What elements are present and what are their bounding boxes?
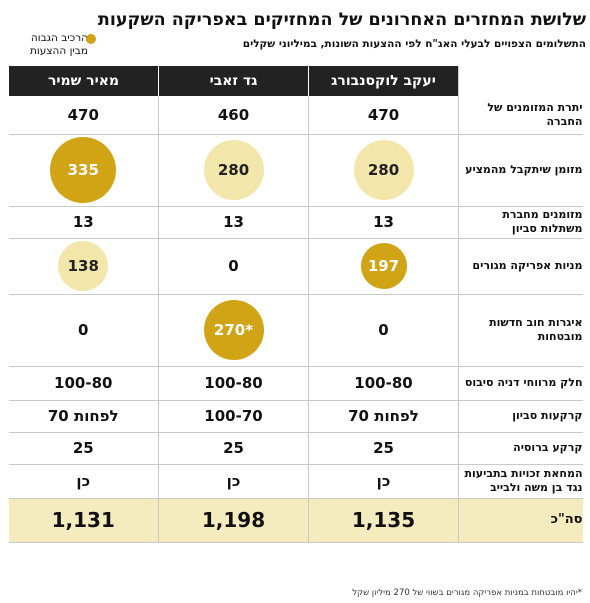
value-cell: 197 bbox=[308, 238, 459, 295]
table-row: המחאת זכויות בתביעות נגד בן משה ולבייב כן… bbox=[8, 464, 583, 499]
value-bubble: 280 bbox=[353, 140, 414, 200]
row-label: חלק מרווחי דניה סיבוס bbox=[458, 366, 583, 401]
row-label: מזומנים מחברת משתלות סביון bbox=[458, 206, 583, 239]
table-row: חלק מרווחי דניה סיבוס 100-80 100-80 100-80 bbox=[8, 366, 583, 401]
value-cell: 100-80 bbox=[308, 366, 459, 401]
page-subtitle: התשלומים הצפויים לבעלי האג"ח לפי ההצעות … bbox=[242, 38, 586, 50]
value-cell: 335 bbox=[8, 134, 159, 207]
value-cell: 138 bbox=[8, 238, 159, 295]
column-header: יעקב לוקסנבורג bbox=[308, 66, 459, 96]
value-cell: 13 bbox=[308, 206, 459, 239]
table-row: יתרת המזומנים של החברה 470 460 470 bbox=[8, 96, 583, 135]
value-cell: לפחות 70 bbox=[8, 400, 159, 433]
value-cell: 460 bbox=[158, 96, 309, 135]
value-bubble: 138 bbox=[58, 241, 109, 291]
table-row: קרקע ברוסיה 25 25 25 bbox=[8, 432, 583, 465]
legend-dot-icon bbox=[86, 34, 96, 44]
value-cell: 280 bbox=[308, 134, 459, 207]
value-bubble: *270 bbox=[203, 300, 264, 360]
value-cell: כן bbox=[158, 464, 309, 499]
row-label: מניות אפריקה מגורים bbox=[458, 238, 583, 295]
chart-header: שלושת המחזרים האחרונים של המחזיקים באפרי… bbox=[0, 0, 590, 62]
legend: הרכיב הגבוה מבין ההצעות bbox=[8, 32, 96, 58]
total-row: סה"כ 1,135 1,198 1,131 bbox=[8, 498, 583, 543]
value-cell: לפחות 70 bbox=[308, 400, 459, 433]
row-label: איגרות חוב חדשות מובטחות bbox=[458, 294, 583, 367]
total-value: 1,135 bbox=[308, 498, 459, 543]
value-cell: *270 bbox=[158, 294, 309, 367]
value-cell: 100-70 bbox=[158, 400, 309, 433]
column-header: גד זאבי bbox=[158, 66, 309, 96]
total-value: 1,198 bbox=[158, 498, 309, 543]
row-label: קרקע ברוסיה bbox=[458, 432, 583, 465]
comparison-table: יעקב לוקסנבורג גד זאבי מאיר שמיר יתרת המ… bbox=[8, 66, 583, 543]
footnote: *יהיו מובטחות במניות אפריקה מגורים בשווי… bbox=[352, 588, 582, 598]
row-label: קרקעות סביון bbox=[458, 400, 583, 433]
row-label: המחאת זכויות בתביעות נגד בן משה ולבייב bbox=[458, 464, 583, 499]
value-cell: 100-80 bbox=[158, 366, 309, 401]
value-cell: כן bbox=[8, 464, 159, 499]
value-cell: 25 bbox=[158, 432, 309, 465]
value-bubble: 197 bbox=[360, 243, 407, 289]
value-cell: 25 bbox=[308, 432, 459, 465]
value-cell: 470 bbox=[8, 96, 159, 135]
table-header-row: יעקב לוקסנבורג גד זאבי מאיר שמיר bbox=[8, 66, 583, 96]
legend-line-2: מבין ההצעות bbox=[29, 45, 88, 57]
legend-line-1: הרכיב הגבוה bbox=[30, 32, 88, 44]
value-cell: 100-80 bbox=[8, 366, 159, 401]
value-cell: 13 bbox=[158, 206, 309, 239]
value-cell: 0 bbox=[308, 294, 459, 367]
table-row: מזומן שיתקבל מהמציע 280 280 335 bbox=[8, 134, 583, 207]
table-row: איגרות חוב חדשות מובטחות 0 *270 0 bbox=[8, 294, 583, 367]
value-cell: 0 bbox=[158, 238, 309, 295]
value-bubble: 280 bbox=[203, 140, 264, 200]
table-row: קרקעות סביון לפחות 70 100-70 לפחות 70 bbox=[8, 400, 583, 433]
page-title: שלושת המחזרים האחרונים של המחזיקים באפרי… bbox=[97, 10, 586, 30]
total-value: 1,131 bbox=[8, 498, 159, 543]
value-cell: 25 bbox=[8, 432, 159, 465]
value-cell: כן bbox=[308, 464, 459, 499]
table-row: מניות אפריקה מגורים 197 0 138 bbox=[8, 238, 583, 295]
value-cell: 13 bbox=[8, 206, 159, 239]
row-label: מזומן שיתקבל מהמציע bbox=[458, 134, 583, 207]
value-bubble: 335 bbox=[50, 137, 117, 203]
value-cell: 280 bbox=[158, 134, 309, 207]
header-corner bbox=[458, 66, 583, 96]
value-cell: 470 bbox=[308, 96, 459, 135]
column-header: מאיר שמיר bbox=[8, 66, 159, 96]
value-cell: 0 bbox=[8, 294, 159, 367]
table-row: מזומנים מחברת משתלות סביון 13 13 13 bbox=[8, 206, 583, 239]
row-label: יתרת המזומנים של החברה bbox=[458, 96, 583, 135]
total-label: סה"כ bbox=[458, 498, 583, 543]
